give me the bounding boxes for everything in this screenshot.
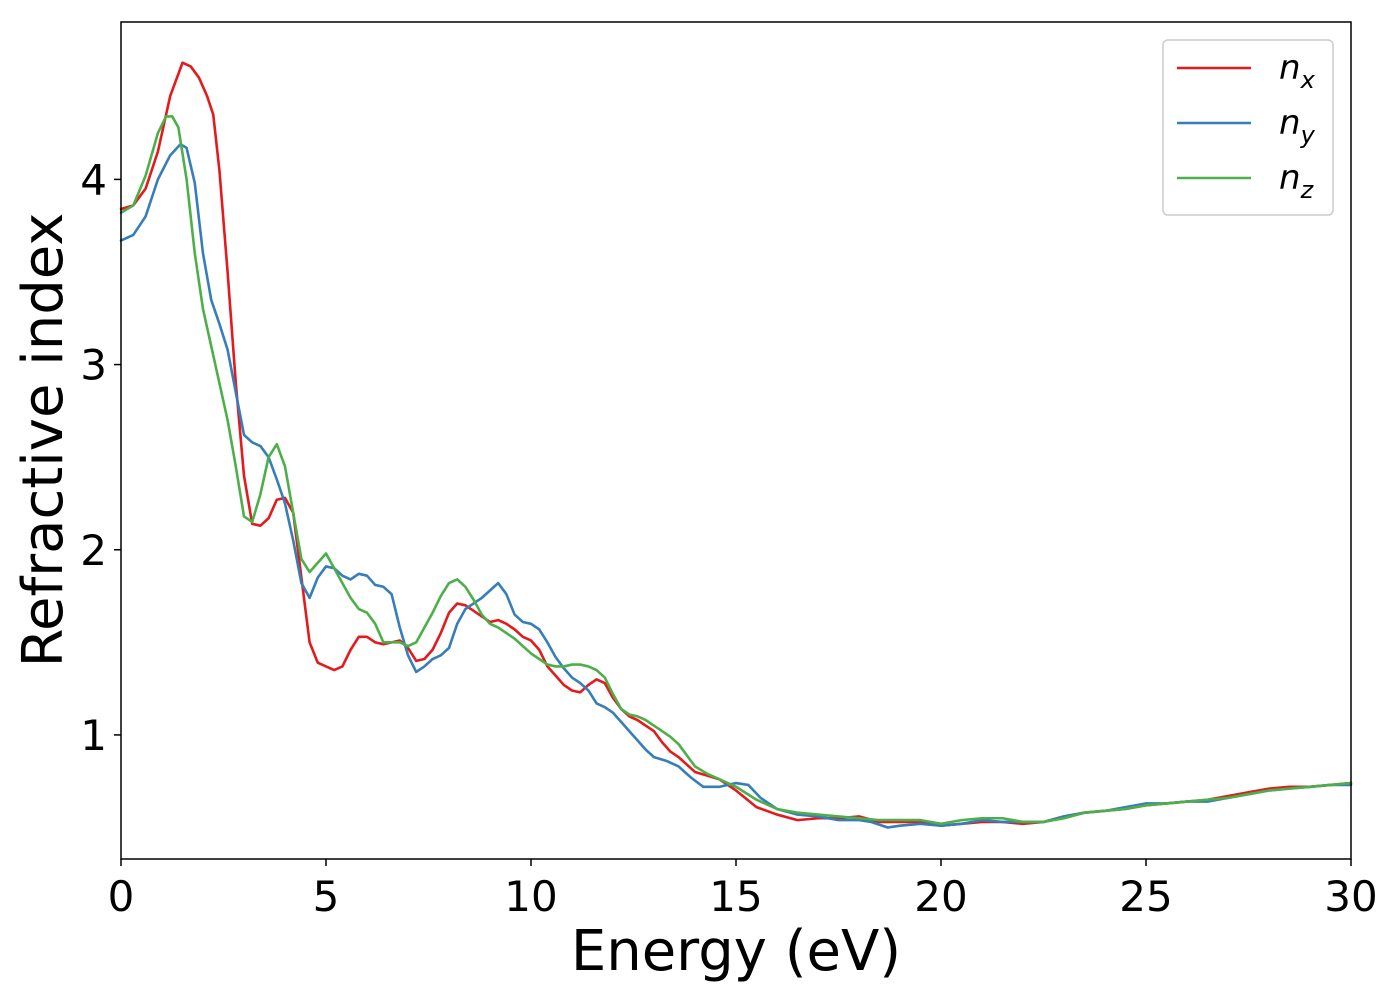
legend: nx ny nz	[1162, 39, 1334, 216]
x-tick-label: 25	[1119, 872, 1172, 921]
plot-background	[121, 22, 1351, 859]
legend-label-ny: ny	[1279, 103, 1316, 149]
series-layer	[119, 61, 1353, 829]
x-tick-label: 10	[504, 872, 557, 921]
x-tick-label: 0	[108, 872, 135, 921]
legend-box	[1162, 39, 1334, 216]
x-axis: 0 5 10 15 20 25 30	[108, 859, 1378, 921]
legend-label-nz: nz	[1279, 158, 1315, 204]
x-tick-label: 30	[1324, 872, 1377, 921]
y-tick-label: 1	[80, 711, 107, 760]
legend-label-nx: nx	[1279, 48, 1316, 94]
x-tick-label: 20	[914, 872, 967, 921]
series-line-nz	[119, 115, 1353, 826]
y-tick-label: 3	[80, 341, 107, 390]
y-axis: 1 2 3 4	[80, 155, 121, 760]
y-tick-label: 2	[80, 526, 107, 575]
x-tick-label: 15	[709, 872, 762, 921]
y-axis-title: Refractive index	[11, 213, 76, 668]
x-tick-label: 5	[313, 872, 340, 921]
series-line-ny	[119, 142, 1353, 829]
x-axis-title: Energy (eV)	[571, 919, 901, 984]
y-tick-label: 4	[80, 155, 107, 204]
